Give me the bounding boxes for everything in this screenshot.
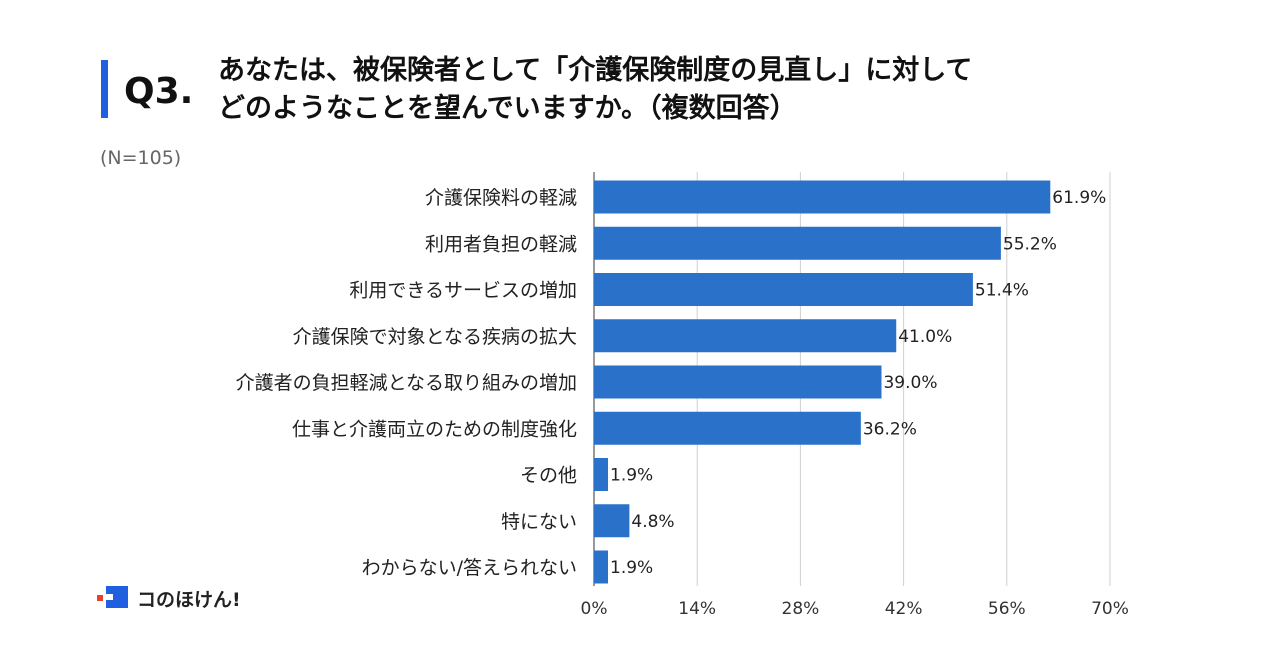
category-label: 利用者負担の軽減 xyxy=(425,233,577,255)
value-label: 55.2% xyxy=(1003,234,1057,254)
category-label: 利用できるサービスの増加 xyxy=(349,280,577,302)
bar xyxy=(594,411,861,445)
bar xyxy=(594,226,1001,260)
chart-title-line-1: あなたは、被保険者として「介護保険制度の見直し」に対して xyxy=(218,55,973,86)
value-label: 61.9% xyxy=(1052,188,1106,208)
question-number: Q3. xyxy=(124,71,194,112)
x-tick-label: 42% xyxy=(885,599,923,619)
bar xyxy=(594,319,897,353)
chart-title-line-2: どのようなことを望んでいますか。（複数回答） xyxy=(218,93,797,124)
bar xyxy=(594,180,1051,214)
value-label: 51.4% xyxy=(975,281,1029,301)
x-tick-label: 14% xyxy=(678,599,716,619)
category-label: その他 xyxy=(520,465,577,487)
category-label: 特にない xyxy=(501,511,577,533)
x-tick-label: 0% xyxy=(581,599,608,619)
category-label: 介護保険料の軽減 xyxy=(425,187,577,209)
sample-size: (N=105) xyxy=(100,147,182,169)
x-tick-label: 56% xyxy=(988,599,1026,619)
title-accent-bar xyxy=(101,60,108,118)
value-label: 1.9% xyxy=(610,466,653,486)
value-label: 39.0% xyxy=(883,373,937,393)
value-label: 1.9% xyxy=(610,558,653,578)
x-tick-label: 28% xyxy=(782,599,820,619)
brand-name: コのほけん! xyxy=(137,589,241,611)
category-label: わからない/答えられない xyxy=(362,557,577,579)
chart-title: あなたは、被保険者として「介護保険制度の見直し」に対して どのようなことを望んで… xyxy=(218,52,972,128)
bar xyxy=(594,273,973,306)
bar xyxy=(594,550,609,584)
category-label: 介護保険で対象となる疾病の拡大 xyxy=(293,326,577,348)
brand-logo-blue-mark xyxy=(106,586,128,608)
bar xyxy=(594,365,882,399)
value-label: 4.8% xyxy=(631,512,674,532)
x-tick-label: 70% xyxy=(1091,599,1129,619)
bar xyxy=(594,458,609,491)
bar xyxy=(594,504,630,538)
value-label: 36.2% xyxy=(863,419,917,439)
value-label: 41.0% xyxy=(898,327,952,347)
brand-logo-red-mark xyxy=(97,595,103,601)
category-label: 仕事と介護両立のための制度強化 xyxy=(292,418,577,440)
category-label: 介護者の負担軽減となる取り組みの増加 xyxy=(236,372,577,394)
